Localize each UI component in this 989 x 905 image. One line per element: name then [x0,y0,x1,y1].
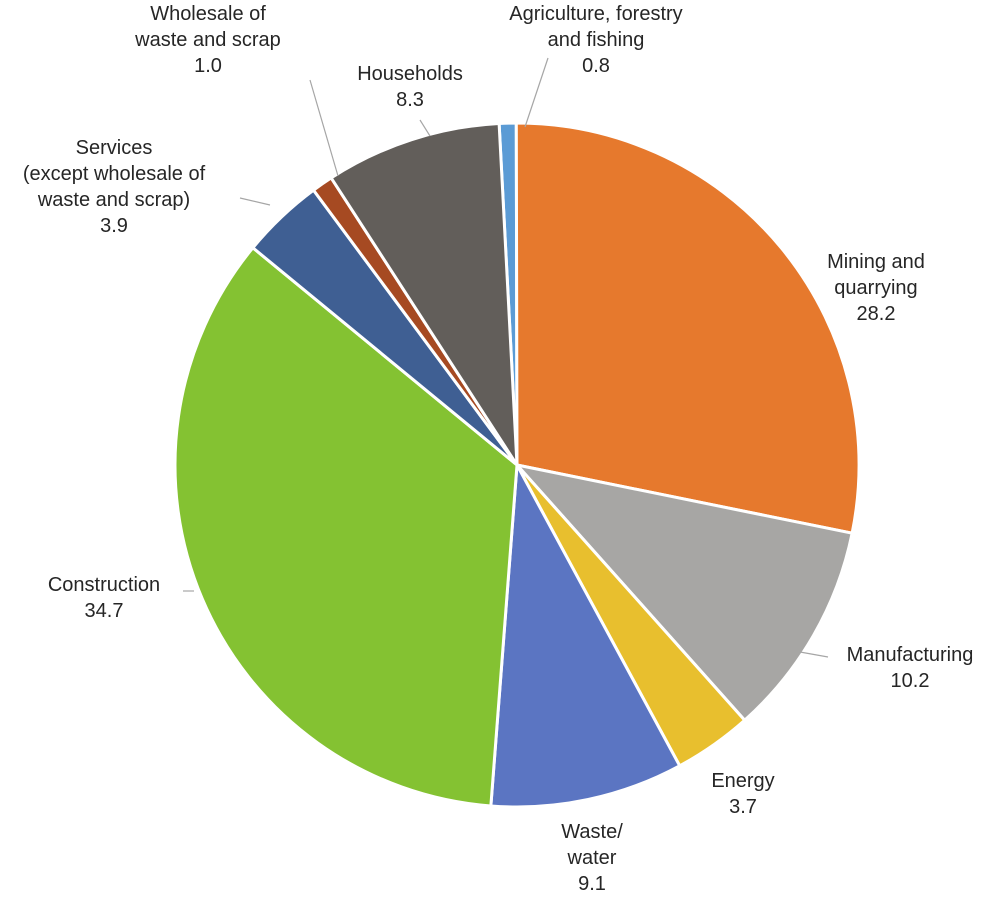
slices-layer [173,121,861,809]
data-label-value: 3.7 [729,796,757,818]
leader-line-manufacturing [799,651,829,658]
data-label-category: Wholesale of [150,3,266,25]
data-label-mining-and-quarrying: Mining and quarrying 28.2 [827,251,925,325]
pie-slice-households [329,121,519,471]
data-label-value: 28.2 [857,303,896,325]
data-label-category: Waste/ [561,821,623,843]
data-labels-layer: Agriculture, forestry and fishing 0.8 Minin… [23,3,974,895]
data-label-value: 8.3 [396,89,424,111]
leader-line-agriculture-forestry-and-fishing [524,57,549,128]
pie-slice-manufacturing [512,462,854,723]
data-label-manufacturing: Manufacturing 10.2 [847,644,974,692]
data-label-category: quarrying [834,277,917,299]
data-label-category: Households [357,63,463,85]
data-label-category: Services [76,137,153,159]
data-label-value: 9.1 [578,873,606,895]
data-label-category: waste and scrap [134,29,281,51]
data-label-category: water [567,847,617,869]
data-label-value: 3.9 [100,215,128,237]
data-label-category: and fishing [548,29,645,51]
data-label-services-except-wholesale-of-waste-and-scrap: Services (except wholesale of waste and sc… [23,137,206,237]
data-label-category: Agriculture, forestry [509,3,682,25]
data-label-households: Households 8.3 [357,63,463,111]
pie-slice-mining-and-quarrying [514,121,861,535]
data-label-category: Energy [711,770,774,792]
leader-line-wholesale-of-waste-and-scrap [309,79,339,177]
data-label-category: (except wholesale of [23,163,206,185]
leader-line-households [419,119,431,137]
data-label-wholesale-of-waste-and-scrap: Wholesale of waste and scrap 1.0 [134,3,281,77]
data-label-value: 0.8 [582,55,610,77]
data-label-value: 34.7 [85,600,124,622]
data-label-waste-water: Waste/water 9.1 [561,821,623,895]
data-label-category: Construction [48,574,160,596]
data-label-category: Manufacturing [847,644,974,666]
data-label-agriculture-forestry-and-fishing: Agriculture, forestry and fishing 0.8 [509,3,682,77]
data-label-category: Mining and [827,251,925,273]
data-label-construction: Construction 34.7 [48,574,160,622]
pie-slice-construction [173,245,519,808]
pie-slice-waste-water [489,459,682,809]
data-label-value: 1.0 [194,55,222,77]
leader-line-services-except-wholesale-of-waste-and-scrap [239,197,271,206]
data-label-value: 10.2 [891,670,930,692]
leader-lines-layer [183,57,829,658]
data-label-energy: Energy 3.7 [711,770,774,818]
data-label-category: waste and scrap) [37,189,190,211]
